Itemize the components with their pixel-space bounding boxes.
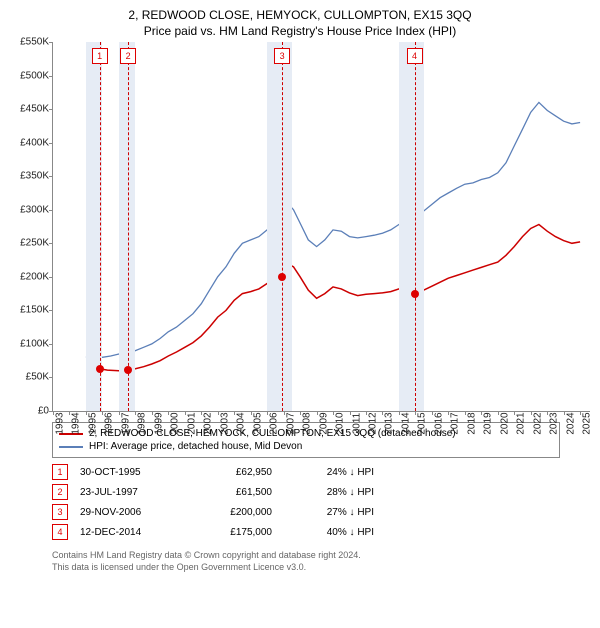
row-marker: 1 [52, 464, 68, 480]
y-axis-label: £300K [20, 204, 53, 215]
sale-dot [124, 366, 132, 374]
row-marker: 3 [52, 504, 68, 520]
row-marker: 2 [52, 484, 68, 500]
row-marker: 4 [52, 524, 68, 540]
chart-title: 2, REDWOOD CLOSE, HEMYOCK, CULLOMPTON, E… [0, 8, 600, 22]
chart-subtitle: Price paid vs. HM Land Registry's House … [0, 24, 600, 38]
y-axis-label: £550K [20, 37, 53, 48]
y-axis-label: £400K [20, 137, 53, 148]
footer-line: This data is licensed under the Open Gov… [52, 562, 560, 574]
row-price: £61,500 [192, 487, 272, 498]
row-date: 12-DEC-2014 [80, 527, 180, 538]
y-axis-label: £150K [20, 305, 53, 316]
legend-swatch [59, 446, 83, 448]
y-axis-label: £350K [20, 171, 53, 182]
event-marker: 4 [407, 48, 423, 64]
event-marker: 1 [92, 48, 108, 64]
table-row: 2 23-JUL-1997 £61,500 28% ↓ HPI [52, 482, 560, 502]
price-chart: £0£50K£100K£150K£200K£250K£300K£350K£400… [52, 42, 590, 412]
row-price: £62,950 [192, 467, 272, 478]
legend-item-hpi: HPI: Average price, detached house, Mid … [59, 440, 553, 453]
row-price: £175,000 [192, 527, 272, 538]
row-delta: 24% ↓ HPI [284, 467, 374, 478]
table-row: 3 29-NOV-2006 £200,000 27% ↓ HPI [52, 502, 560, 522]
y-axis-label: £200K [20, 271, 53, 282]
sale-dot [278, 273, 286, 281]
row-delta: 28% ↓ HPI [284, 487, 374, 498]
sale-dot [411, 290, 419, 298]
row-delta: 40% ↓ HPI [284, 527, 374, 538]
sales-table: 1 30-OCT-1995 £62,950 24% ↓ HPI 2 23-JUL-1997… [52, 462, 560, 542]
y-axis-label: £500K [20, 70, 53, 81]
y-axis-label: £50K [26, 372, 53, 383]
footer-line: Contains HM Land Registry data © Crown c… [52, 550, 560, 562]
footer: Contains HM Land Registry data © Crown c… [52, 550, 560, 573]
y-axis-label: £100K [20, 338, 53, 349]
row-date: 30-OCT-1995 [80, 467, 180, 478]
x-axis-label: 2025 [568, 412, 593, 434]
row-date: 29-NOV-2006 [80, 507, 180, 518]
row-delta: 27% ↓ HPI [284, 507, 374, 518]
sale-dot [96, 365, 104, 373]
row-date: 23-JUL-1997 [80, 487, 180, 498]
y-axis-label: £250K [20, 238, 53, 249]
event-marker: 2 [120, 48, 136, 64]
event-marker: 3 [274, 48, 290, 64]
table-row: 4 12-DEC-2014 £175,000 40% ↓ HPI [52, 522, 560, 542]
table-row: 1 30-OCT-1995 £62,950 24% ↓ HPI [52, 462, 560, 482]
row-price: £200,000 [192, 507, 272, 518]
legend-label: HPI: Average price, detached house, Mid … [89, 441, 302, 452]
y-axis-label: £450K [20, 104, 53, 115]
